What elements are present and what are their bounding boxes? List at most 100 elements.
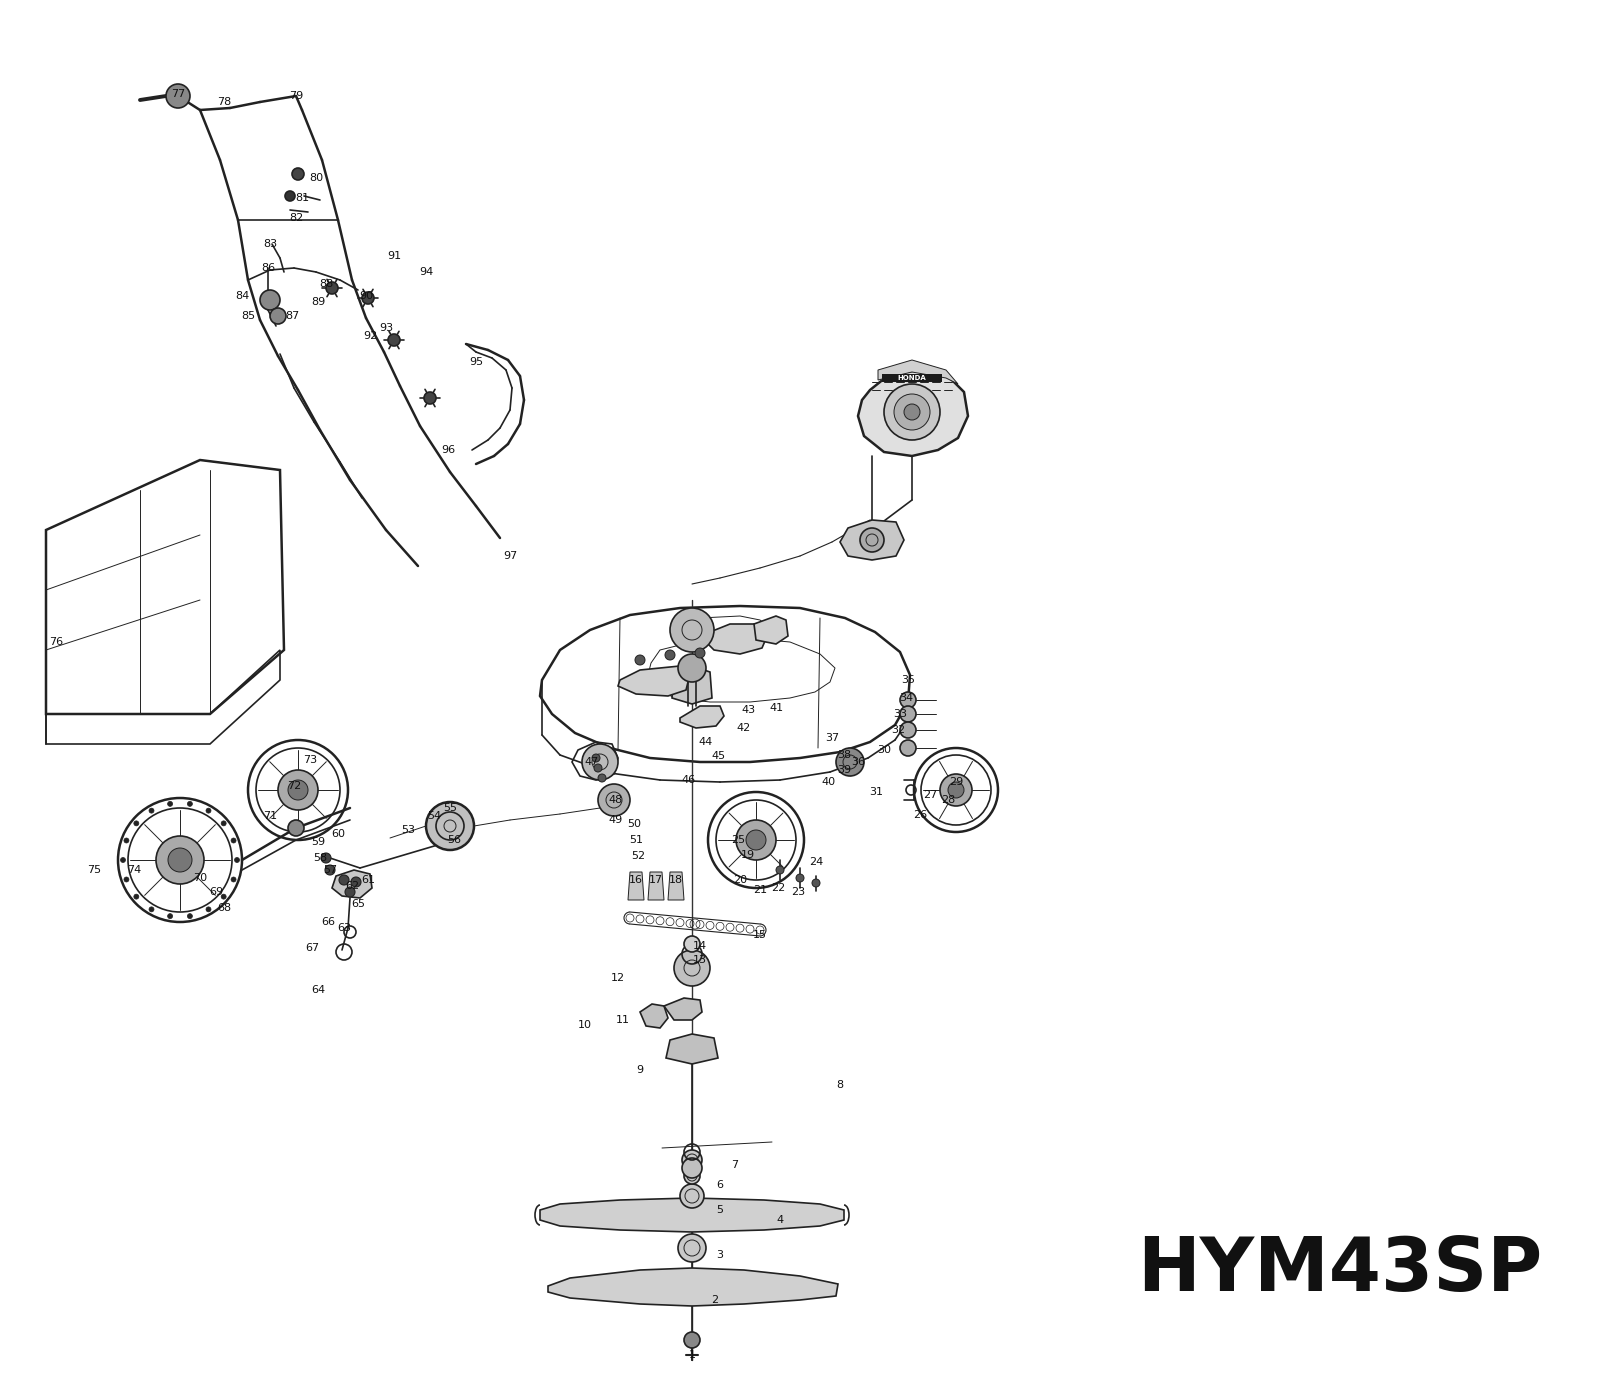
Circle shape — [278, 770, 318, 811]
Circle shape — [685, 937, 701, 952]
Circle shape — [157, 836, 205, 883]
Text: 76: 76 — [50, 637, 62, 647]
Text: 54: 54 — [427, 811, 442, 820]
Text: 12: 12 — [611, 973, 626, 983]
Polygon shape — [547, 1268, 838, 1306]
Text: 78: 78 — [218, 97, 230, 106]
Circle shape — [685, 1168, 701, 1184]
Text: 65: 65 — [350, 899, 365, 909]
Text: 64: 64 — [310, 986, 325, 995]
Text: 3: 3 — [717, 1250, 723, 1260]
Text: 46: 46 — [682, 776, 694, 785]
Text: 44: 44 — [699, 736, 714, 748]
Text: 90: 90 — [358, 291, 373, 301]
Text: HONDA: HONDA — [898, 375, 926, 381]
Text: 61: 61 — [362, 875, 374, 885]
Text: 38: 38 — [837, 750, 851, 760]
Polygon shape — [704, 624, 768, 654]
Polygon shape — [858, 370, 968, 456]
Polygon shape — [541, 1198, 845, 1232]
Text: 36: 36 — [851, 757, 866, 767]
Circle shape — [168, 801, 173, 806]
Text: 2: 2 — [712, 1295, 718, 1305]
Polygon shape — [666, 1035, 718, 1064]
Text: 32: 32 — [891, 725, 906, 735]
Text: 58: 58 — [314, 853, 326, 862]
Circle shape — [166, 84, 190, 108]
Text: 56: 56 — [446, 834, 461, 846]
Circle shape — [594, 764, 602, 771]
Circle shape — [666, 650, 675, 659]
Circle shape — [904, 405, 920, 420]
Circle shape — [682, 1158, 702, 1177]
Circle shape — [168, 848, 192, 872]
Circle shape — [813, 879, 819, 888]
Circle shape — [230, 876, 237, 882]
Text: 4: 4 — [776, 1215, 784, 1225]
Text: 53: 53 — [402, 825, 414, 834]
Text: 88: 88 — [318, 279, 333, 288]
Circle shape — [123, 876, 130, 882]
Circle shape — [426, 802, 474, 850]
Text: 17: 17 — [650, 875, 662, 885]
Polygon shape — [840, 519, 904, 560]
Text: 48: 48 — [610, 795, 622, 805]
Circle shape — [899, 692, 915, 708]
Polygon shape — [627, 872, 643, 900]
Text: 49: 49 — [610, 815, 622, 825]
Circle shape — [598, 774, 606, 783]
Circle shape — [736, 820, 776, 860]
Text: 31: 31 — [869, 787, 883, 797]
Circle shape — [149, 808, 154, 813]
Circle shape — [635, 655, 645, 665]
Circle shape — [387, 335, 400, 346]
Text: 39: 39 — [837, 764, 851, 776]
Circle shape — [362, 293, 374, 304]
Text: 6: 6 — [717, 1180, 723, 1190]
Circle shape — [941, 774, 973, 806]
Text: 41: 41 — [770, 703, 782, 713]
Circle shape — [861, 528, 883, 552]
Text: 81: 81 — [294, 193, 309, 203]
Polygon shape — [640, 1004, 669, 1028]
Circle shape — [776, 867, 784, 874]
Text: 72: 72 — [286, 781, 301, 791]
Polygon shape — [882, 374, 942, 382]
Text: 33: 33 — [893, 708, 907, 720]
Circle shape — [797, 874, 805, 882]
Text: 11: 11 — [616, 1015, 630, 1025]
Circle shape — [598, 784, 630, 816]
Circle shape — [325, 865, 334, 875]
Text: 55: 55 — [443, 804, 458, 813]
Circle shape — [685, 1331, 701, 1348]
Text: 40: 40 — [821, 777, 835, 787]
Circle shape — [149, 907, 154, 911]
Circle shape — [678, 1233, 706, 1261]
Polygon shape — [648, 872, 664, 900]
Text: 68: 68 — [218, 903, 230, 913]
Circle shape — [582, 743, 618, 780]
Text: 27: 27 — [923, 790, 938, 799]
Circle shape — [187, 914, 192, 918]
Circle shape — [288, 780, 307, 799]
Circle shape — [291, 168, 304, 181]
Circle shape — [221, 820, 226, 826]
Text: 50: 50 — [627, 819, 642, 829]
Text: 47: 47 — [586, 757, 598, 767]
Text: 24: 24 — [810, 857, 822, 867]
Polygon shape — [664, 998, 702, 1021]
Circle shape — [746, 830, 766, 850]
Text: 23: 23 — [790, 888, 805, 897]
Text: 69: 69 — [210, 888, 222, 897]
Text: 59: 59 — [310, 837, 325, 847]
Text: 87: 87 — [285, 311, 299, 321]
Circle shape — [230, 839, 237, 843]
Text: 75: 75 — [86, 865, 101, 875]
Circle shape — [346, 888, 355, 897]
Circle shape — [592, 755, 600, 762]
Text: 82: 82 — [290, 213, 302, 223]
Text: 67: 67 — [306, 944, 318, 953]
Circle shape — [947, 783, 963, 798]
Text: 93: 93 — [379, 323, 394, 333]
Circle shape — [285, 190, 294, 202]
